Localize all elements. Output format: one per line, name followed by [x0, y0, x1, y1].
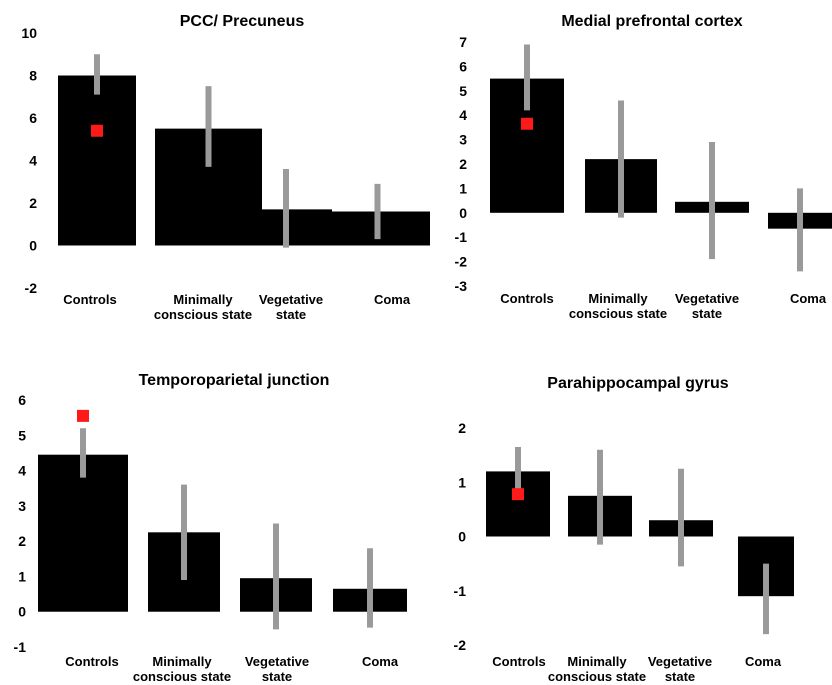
chart-title: Parahippocampal gyrus: [547, 375, 728, 392]
category-label: Coma: [362, 654, 399, 669]
category-label: Coma: [745, 654, 782, 669]
category-label: Controls: [65, 654, 118, 669]
category-label: state: [692, 306, 722, 321]
y-tick-label: -3: [455, 278, 468, 294]
marker-point: [512, 488, 524, 501]
y-tick-label: 2: [29, 195, 37, 211]
y-tick-label: 0: [18, 604, 26, 620]
category-label: Minimally: [588, 291, 648, 306]
y-tick-label: 5: [18, 427, 26, 443]
y-tick-label: 1: [459, 180, 467, 196]
y-tick-label: 6: [459, 58, 467, 74]
y-tick-label: 6: [18, 392, 26, 408]
y-tick-label: 2: [458, 420, 466, 436]
y-tick-label: 10: [21, 25, 37, 41]
marker-point: [77, 409, 89, 422]
bar: [38, 454, 128, 612]
category-label: conscious state: [154, 307, 252, 322]
y-tick-label: -1: [454, 583, 467, 599]
category-label: Coma: [790, 291, 827, 306]
y-tick-label: 1: [18, 568, 26, 584]
category-label: Coma: [374, 292, 411, 307]
category-label: Minimally: [173, 292, 233, 307]
category-label: Controls: [63, 292, 116, 307]
y-tick-label: 0: [29, 238, 37, 254]
marker-point: [521, 117, 533, 130]
category-label: Controls: [492, 654, 545, 669]
category-label: state: [276, 307, 306, 322]
y-tick-label: 4: [459, 107, 467, 123]
y-tick-label: 6: [29, 110, 37, 126]
bar: [58, 75, 136, 246]
y-tick-label: -2: [455, 254, 468, 270]
chart-title: Medial prefrontal cortex: [561, 13, 742, 30]
category-label: Vegetative: [259, 292, 323, 307]
category-label: Vegetative: [648, 654, 712, 669]
category-label: state: [262, 669, 292, 684]
y-tick-label: 0: [459, 205, 467, 221]
y-tick-label: 8: [29, 68, 37, 84]
category-label: state: [665, 669, 695, 684]
y-tick-label: -2: [454, 637, 467, 653]
y-tick-label: 2: [18, 533, 26, 549]
y-tick-label: 2: [459, 156, 467, 172]
y-tick-label: 3: [459, 132, 467, 148]
y-tick-label: 1: [458, 474, 466, 490]
category-label: Controls: [500, 291, 553, 306]
category-label: Vegetative: [245, 654, 309, 669]
y-tick-label: -2: [25, 280, 38, 296]
marker-point: [91, 124, 103, 137]
category-label: conscious state: [133, 669, 231, 684]
y-tick-label: -1: [455, 229, 468, 245]
y-tick-label: 7: [459, 34, 467, 50]
category-label: conscious state: [569, 306, 667, 321]
category-label: Minimally: [152, 654, 212, 669]
y-tick-label: 0: [458, 529, 466, 545]
y-tick-label: 3: [18, 498, 26, 514]
y-tick-label: 4: [29, 153, 37, 169]
chart-title: PCC/ Precuneus: [180, 13, 305, 30]
y-tick-label: -1: [14, 639, 27, 655]
y-tick-label: 4: [18, 463, 26, 479]
category-label: Vegetative: [675, 291, 739, 306]
category-label: Minimally: [567, 654, 627, 669]
category-label: conscious state: [548, 669, 646, 684]
chart-title: Temporoparietal junction: [139, 372, 330, 389]
y-tick-label: 5: [459, 83, 467, 99]
